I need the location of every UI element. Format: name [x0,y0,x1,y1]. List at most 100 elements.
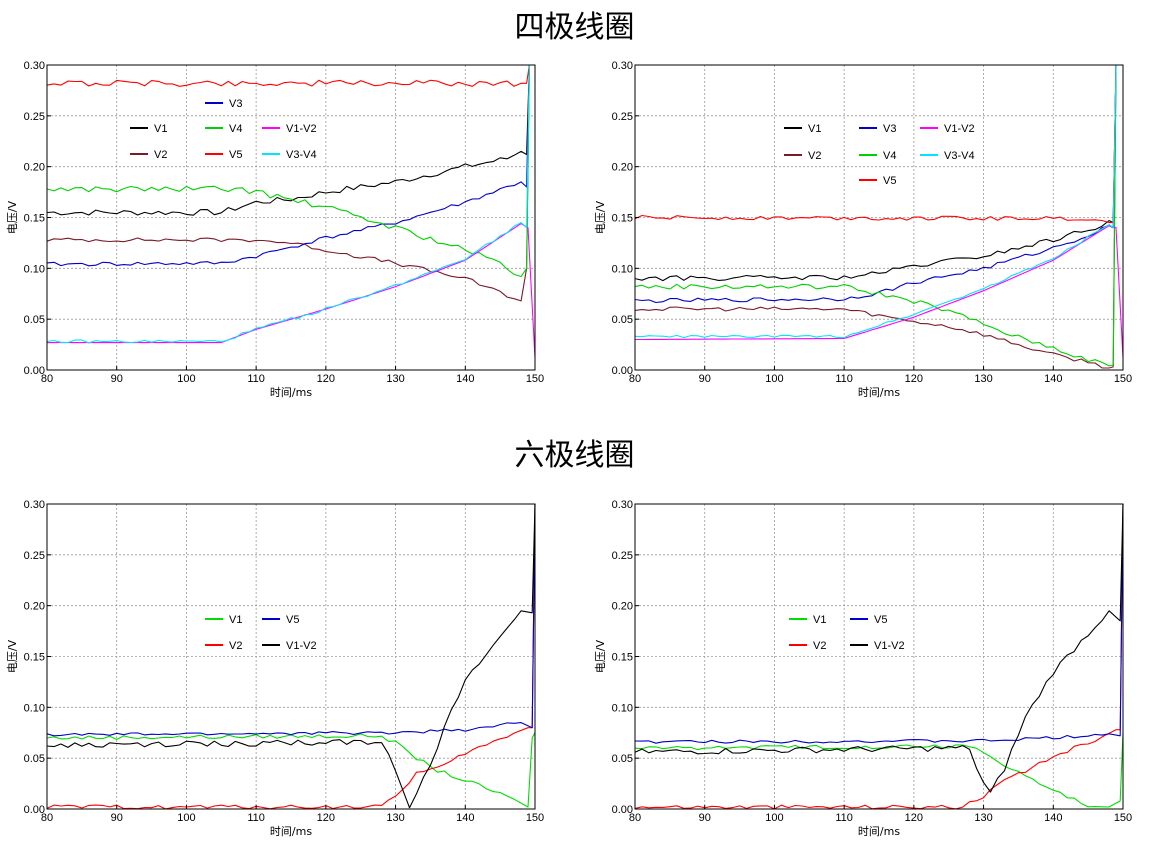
x-axis-label: 时间/ms [858,386,900,399]
y-tick-label: 0.25 [612,111,633,123]
legend-label-v1-v2: V1-V2 [286,123,317,135]
x-tick-label: 150 [526,373,544,385]
series-line-v4 [634,64,1117,367]
legend: V1 V2 V3 V4 V5 V1-V2 V3-V4 [130,98,317,161]
x-tick-label: 130 [974,373,992,385]
x-tick-label: 130 [974,812,992,824]
chart-quadrupole-right: 80 90 100 110 120 130 140 150 0.00 0.05 0.10 0.15 0.… [594,60,1132,399]
legend-label-v1: V1 [813,614,826,626]
series-line-v1-v2 [46,503,536,809]
x-tick-label: 100 [765,373,783,385]
series-line-v2 [634,503,1124,810]
x-tick-label: 80 [41,373,53,385]
y-tick-label: 0.20 [24,162,45,174]
series-line-v1-v2 [635,225,1124,358]
y-axis-label: 电压/V [6,639,19,673]
legend-label-v5: V5 [286,614,299,626]
x-tick-label: 120 [317,812,335,824]
x-tick-label: 140 [456,812,474,824]
legend-label-v4: V4 [883,150,896,162]
series-line-v1 [634,64,1117,282]
series-group [634,503,1124,810]
y-axis-label: 电压/V [594,639,607,673]
x-tick-label: 110 [835,812,853,824]
y-tick-label: 0.25 [612,550,633,562]
series-group [634,64,1124,369]
legend-label-v4: V4 [229,123,242,135]
x-tick-label: 150 [1114,373,1132,385]
series-line-v5 [634,503,1124,744]
chart-quadrupole-left: 80 90 100 110 120 130 140 150 0.00 0.05 0.10 0.15 0.… [6,60,544,399]
series-line-v3-v4 [46,64,530,344]
x-tick-label: 120 [905,812,923,824]
legend-label-v1-v2: V1-V2 [944,123,975,135]
section-title-quadrupole: 四极线圈 [514,10,635,45]
y-tick-label: 0.05 [24,753,45,765]
series-line-v5 [634,64,1117,224]
y-tick-label: 0.25 [24,550,45,562]
y-tick-label: 0.10 [24,702,45,714]
legend-label-v1: V1 [808,123,821,135]
legend-label-v3: V3 [883,123,896,135]
x-tick-label: 140 [456,373,474,385]
y-tick-label: 0.15 [24,213,45,225]
legend-label-v1-v2: V1-V2 [286,640,317,652]
y-tick-label: 0.15 [612,652,633,664]
legend-label-v3-v4: V3-V4 [286,149,317,161]
y-tick-label: 0.00 [24,365,45,377]
x-tick-label: 90 [699,812,711,824]
x-tick-label: 120 [317,373,335,385]
x-tick-label: 90 [111,373,123,385]
x-tick-label: 110 [247,812,265,824]
x-tick-label: 120 [905,373,923,385]
x-tick-label: 150 [1114,812,1132,824]
y-tick-label: 0.30 [24,499,45,511]
x-tick-label: 110 [247,373,265,385]
x-tick-label: 110 [835,373,853,385]
series-line-v4 [46,64,530,278]
x-tick-label: 130 [386,373,404,385]
x-axis-label: 时间/ms [270,825,312,838]
legend-label-v3: V3 [229,98,242,110]
x-tick-label: 100 [765,812,783,824]
series-line-v2 [46,503,536,810]
x-tick-label: 80 [629,812,641,824]
y-tick-label: 0.10 [612,263,633,275]
legend-label-v5: V5 [229,149,242,161]
x-tick-label: 140 [1044,373,1062,385]
x-tick-label: 100 [177,812,195,824]
legend-label-v2: V2 [154,149,167,161]
legend-label-v2: V2 [813,640,826,652]
y-tick-label: 0.30 [24,60,45,72]
x-tick-label: 140 [1044,812,1062,824]
series-line-v1 [634,732,1124,808]
series-line-v5 [46,64,530,87]
y-tick-label: 0.10 [612,702,633,714]
legend: V1 V2 V5 V1-V2 [789,614,905,652]
grid [635,504,1123,809]
x-tick-label: 100 [177,373,195,385]
x-tick-label: 80 [629,373,641,385]
y-tick-label: 0.05 [612,753,633,765]
legend: V1 V2 V3 V4 V5 V1-V2 V3-V4 [784,123,975,187]
legend-label-v2: V2 [808,150,821,162]
grid [47,504,535,809]
y-tick-label: 0.30 [612,60,633,72]
x-tick-label: 150 [526,812,544,824]
y-tick-label: 0.05 [612,314,633,326]
legend: V1 V2 V5 V1-V2 [205,614,317,652]
x-axis-label: 时间/ms [858,825,900,838]
y-tick-label: 0.15 [612,213,633,225]
y-tick-label: 0.00 [612,804,633,816]
legend-label-v5: V5 [874,614,887,626]
x-tick-label: 80 [41,812,53,824]
legend-label-v5: V5 [883,175,896,187]
series-line-v1-v2 [634,503,1124,793]
legend-label-v1: V1 [229,614,242,626]
y-tick-label: 0.00 [612,365,633,377]
x-tick-label: 90 [699,373,711,385]
series-line-v1 [46,64,530,216]
series-line-v3 [46,64,530,267]
grid [47,65,535,370]
series-line-v2 [634,64,1117,369]
